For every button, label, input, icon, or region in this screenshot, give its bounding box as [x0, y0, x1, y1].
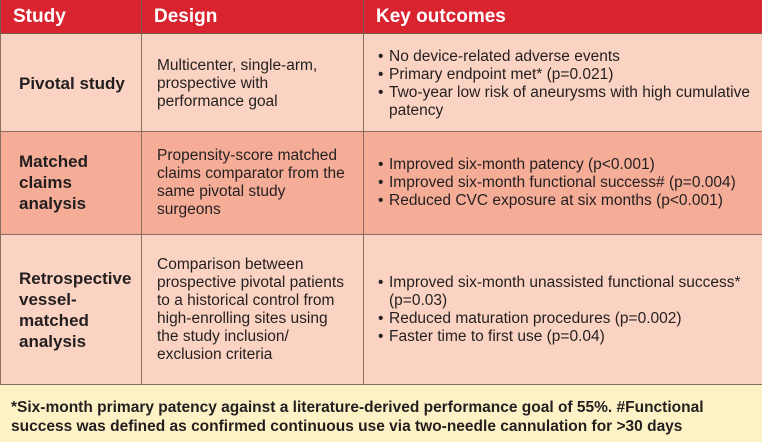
outcome-item: Reduced maturation procedures (p=0.002) — [378, 310, 752, 328]
key-outcomes: Improved six-month patency (p<0.001) Imp… — [363, 130, 762, 236]
header-study: Study — [0, 0, 142, 34]
study-name: Pivotal study — [0, 33, 142, 132]
header-design: Design — [141, 0, 364, 34]
study-summary-table: Study Design Key outcomes Pivotal study … — [0, 0, 762, 385]
outcome-item: Two-year low risk of aneurysms with high… — [378, 84, 752, 120]
outcome-item: No device-related adverse events — [378, 48, 752, 66]
study-design: Propensity-score matched claims comparat… — [141, 130, 364, 236]
study-design: Multicenter, single-arm, prospective wit… — [141, 33, 364, 132]
outcome-list: Improved six-month patency (p<0.001) Imp… — [378, 156, 752, 210]
outcome-item: Improved six-month functional success# (… — [378, 174, 752, 192]
study-name: Retrospective vessel-matched analysis — [0, 234, 142, 385]
outcome-item: Improved six-month unassisted functional… — [378, 274, 752, 310]
table-row: Pivotal study Multicenter, single-arm, p… — [0, 33, 762, 132]
header-key-outcomes: Key outcomes — [363, 0, 762, 34]
outcome-item: Improved six-month patency (p<0.001) — [378, 156, 752, 174]
outcome-list: Improved six-month unassisted functional… — [378, 274, 752, 346]
study-design: Comparison between prospective pivotal p… — [141, 234, 364, 385]
table-row: Matched claims analysis Propensity-score… — [0, 130, 762, 236]
study-name: Matched claims analysis — [0, 130, 142, 236]
outcome-item: Faster time to first use (p=0.04) — [378, 328, 752, 346]
footnote: *Six-month primary patency against a lit… — [11, 399, 704, 435]
table-row: Retrospective vessel-matched analysis Co… — [0, 234, 762, 385]
key-outcomes: Improved six-month unassisted functional… — [363, 234, 762, 385]
outcome-item: Reduced CVC exposure at six months (p<0.… — [378, 192, 752, 210]
outcome-list: No device-related adverse events Primary… — [378, 48, 752, 120]
outcome-item: Primary endpoint met* (p=0.021) — [378, 66, 752, 84]
header-row: Study Design Key outcomes — [0, 0, 762, 34]
key-outcomes: No device-related adverse events Primary… — [363, 33, 762, 132]
